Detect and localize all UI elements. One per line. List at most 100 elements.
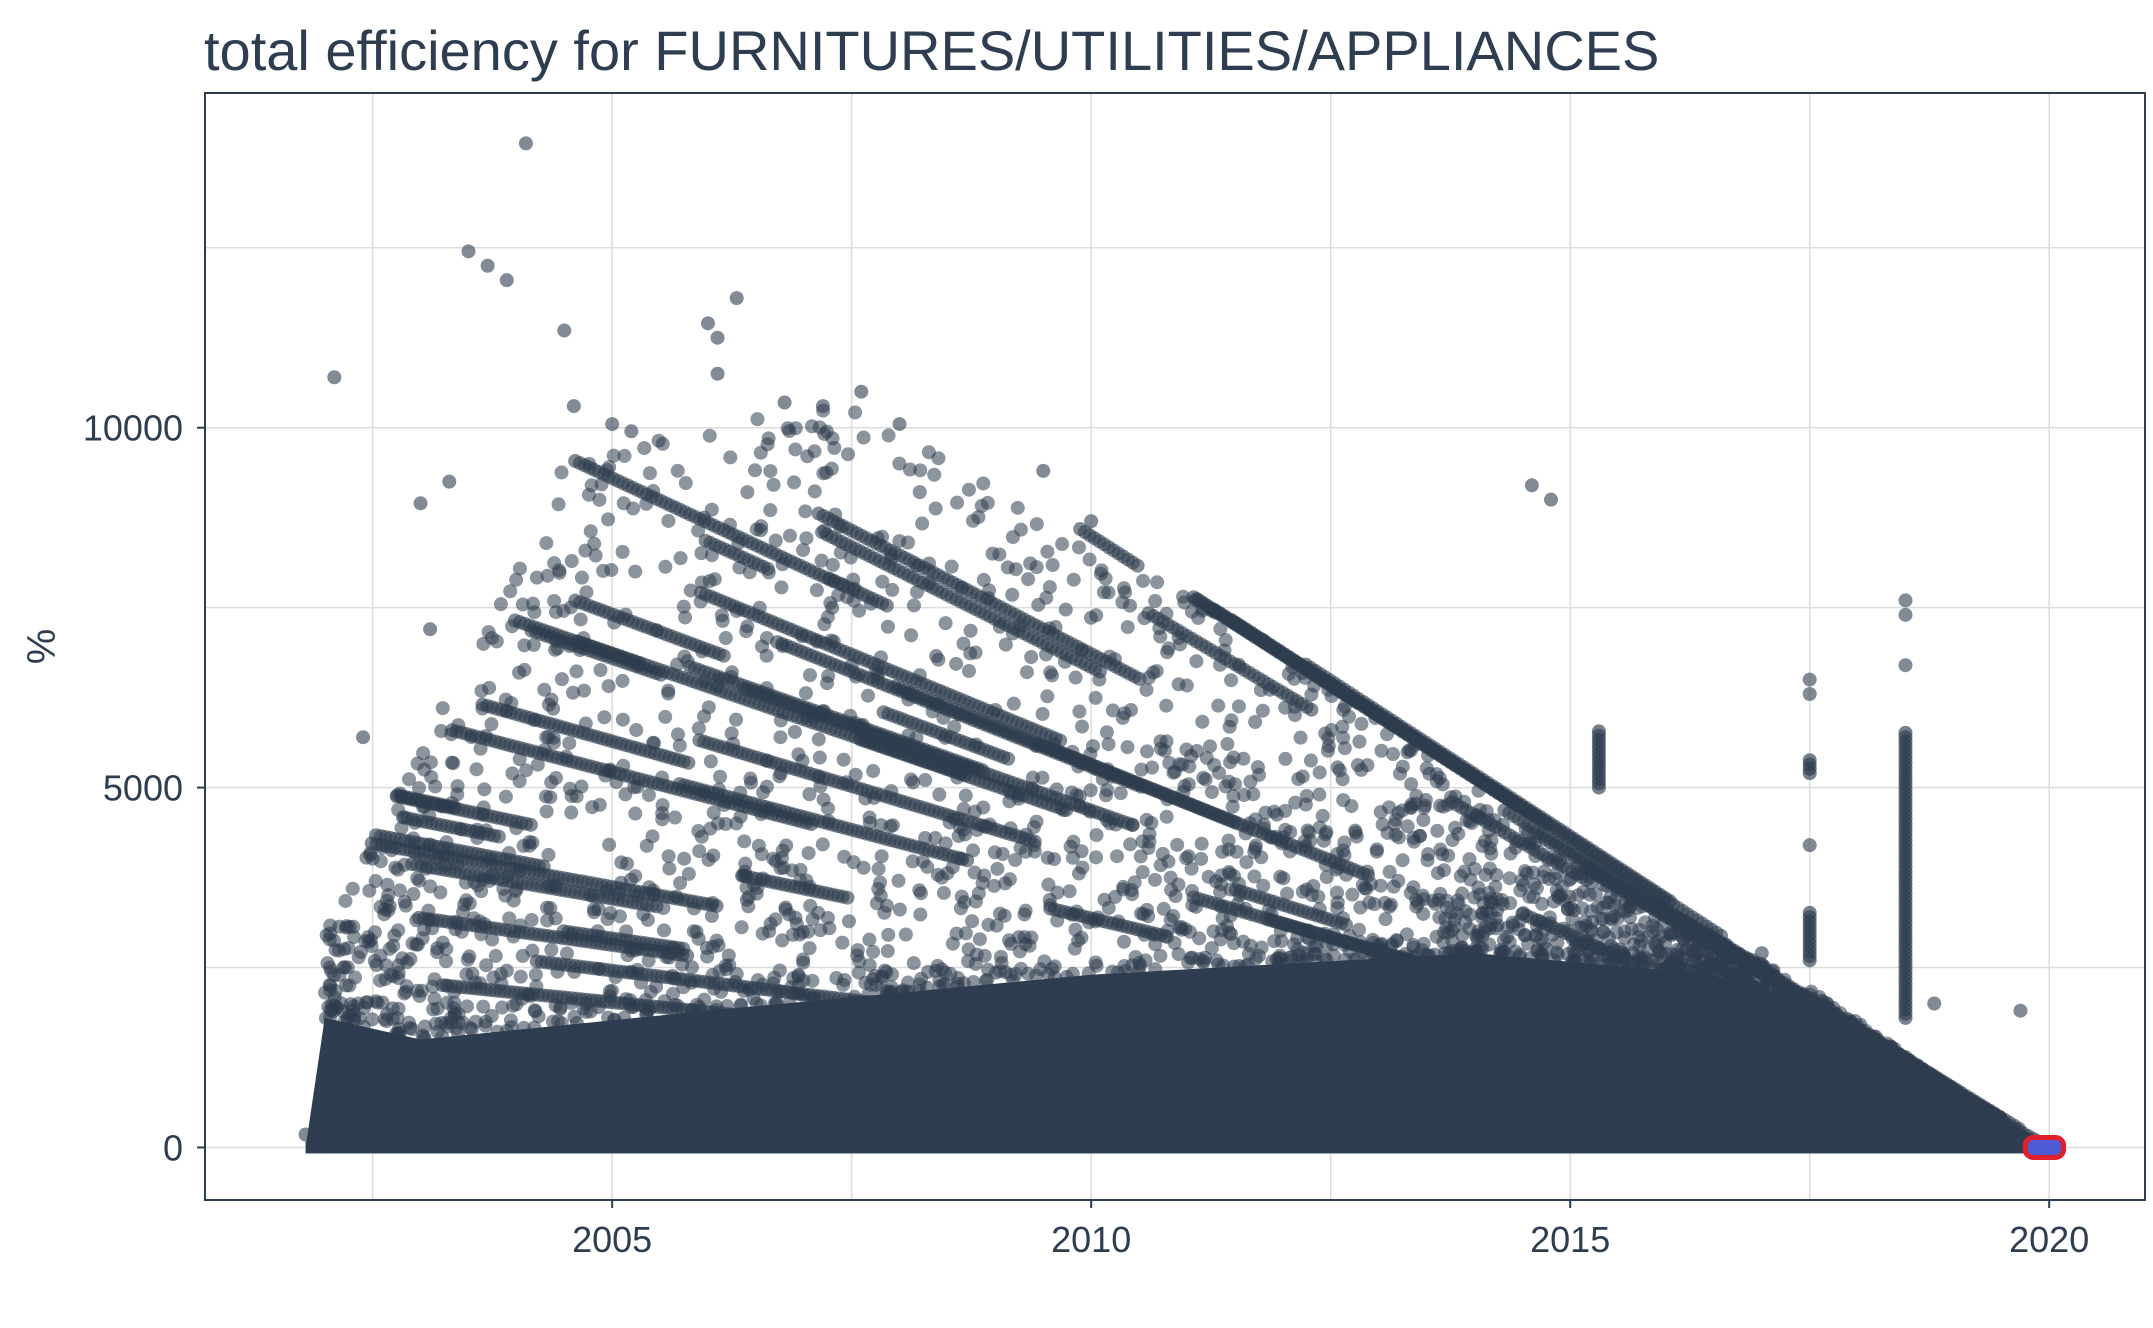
- data-point: [997, 908, 1012, 923]
- data-point: [1417, 801, 1432, 816]
- data-point: [1089, 958, 1104, 973]
- data-point: [763, 464, 778, 479]
- data-point: [850, 943, 865, 958]
- data-point: [990, 861, 1005, 876]
- data-point: [526, 596, 541, 611]
- data-point: [398, 898, 413, 913]
- data-point: [1584, 922, 1599, 937]
- data-point: [1120, 620, 1135, 635]
- data-point: [465, 966, 480, 981]
- data-point: [641, 788, 656, 803]
- data-point: [1195, 714, 1210, 729]
- data-point: [1496, 933, 1511, 948]
- data-point: [913, 907, 928, 922]
- data-point: [1035, 770, 1050, 785]
- data-point: [724, 726, 739, 741]
- data-point: [1548, 871, 1563, 886]
- data-point: [450, 787, 465, 802]
- data-point: [1123, 598, 1138, 613]
- data-point: [1599, 895, 1614, 910]
- data-point: [474, 884, 489, 899]
- data-point: [1071, 540, 1086, 555]
- data-point: [574, 779, 589, 794]
- data-point: [1182, 924, 1197, 939]
- data-point: [1228, 777, 1243, 792]
- data-point: [906, 956, 921, 971]
- data-point: [912, 485, 927, 500]
- data-point: [1312, 787, 1327, 802]
- data-point: [1207, 757, 1222, 772]
- data-point: [515, 597, 530, 612]
- data-point: [703, 754, 718, 769]
- data-point: [938, 616, 953, 631]
- data-point: [477, 782, 492, 797]
- data-point: [1690, 965, 1705, 980]
- data-point: [1335, 719, 1350, 734]
- data-point: [1101, 737, 1116, 752]
- data-point: [700, 949, 715, 964]
- data-point: [1393, 766, 1408, 781]
- data-point: [905, 854, 920, 869]
- data-point: [768, 533, 783, 548]
- data-point: [880, 944, 895, 959]
- data-point: [873, 888, 888, 903]
- data-point: [1478, 1028, 1493, 1043]
- data-point: [377, 1012, 392, 1027]
- data-point: [327, 933, 342, 948]
- data-point: [949, 979, 964, 994]
- data-point: [412, 780, 427, 795]
- data-point: [1153, 629, 1168, 644]
- data-point: [825, 557, 840, 572]
- data-point: [729, 966, 744, 981]
- data-point: [1189, 654, 1204, 669]
- data-point: [1113, 786, 1128, 801]
- data-point: [512, 561, 527, 576]
- data-point: [391, 923, 406, 938]
- data-point: [1120, 740, 1135, 755]
- data-point: [615, 712, 630, 727]
- data-point: [1517, 928, 1532, 943]
- data-point: [607, 1012, 622, 1027]
- data-point: [1445, 923, 1460, 938]
- data-point: [729, 712, 744, 727]
- data-point: [573, 612, 588, 627]
- data-point: [639, 838, 654, 853]
- data-point: [972, 932, 987, 947]
- data-point: [361, 934, 376, 949]
- data-point: [1426, 893, 1441, 908]
- data-point: [1495, 944, 1510, 959]
- data-point: [956, 636, 971, 651]
- data-point: [661, 849, 676, 864]
- data-point: [1021, 572, 1036, 587]
- data-point: [538, 789, 553, 804]
- data-point: [491, 829, 506, 844]
- data-point: [954, 889, 969, 904]
- data-point: [1089, 850, 1104, 865]
- data-point: [554, 672, 569, 687]
- data-point: [552, 565, 567, 580]
- data-point: [811, 732, 826, 747]
- data-point: [975, 876, 990, 891]
- data-point: [976, 572, 991, 587]
- data-point: [1172, 757, 1187, 772]
- data-point: [787, 475, 802, 490]
- data-point: [601, 679, 616, 694]
- data-point: [1649, 922, 1664, 937]
- data-point: [1416, 906, 1431, 921]
- data-point: [423, 755, 438, 770]
- data-point: [918, 773, 933, 788]
- data-points: [298, 136, 2059, 1154]
- data-point: [750, 412, 765, 427]
- data-point: [1399, 927, 1414, 942]
- data-point: [1153, 858, 1168, 873]
- data-point: [1374, 743, 1389, 758]
- data-point: [637, 441, 652, 456]
- data-point: [1127, 875, 1142, 890]
- data-point: [930, 958, 945, 973]
- data-point: [995, 847, 1010, 862]
- data-point: [1278, 751, 1293, 766]
- data-point: [803, 898, 818, 913]
- data-point: [1204, 941, 1219, 956]
- data-point: [812, 750, 827, 765]
- dense-point-band: [305, 953, 2059, 1148]
